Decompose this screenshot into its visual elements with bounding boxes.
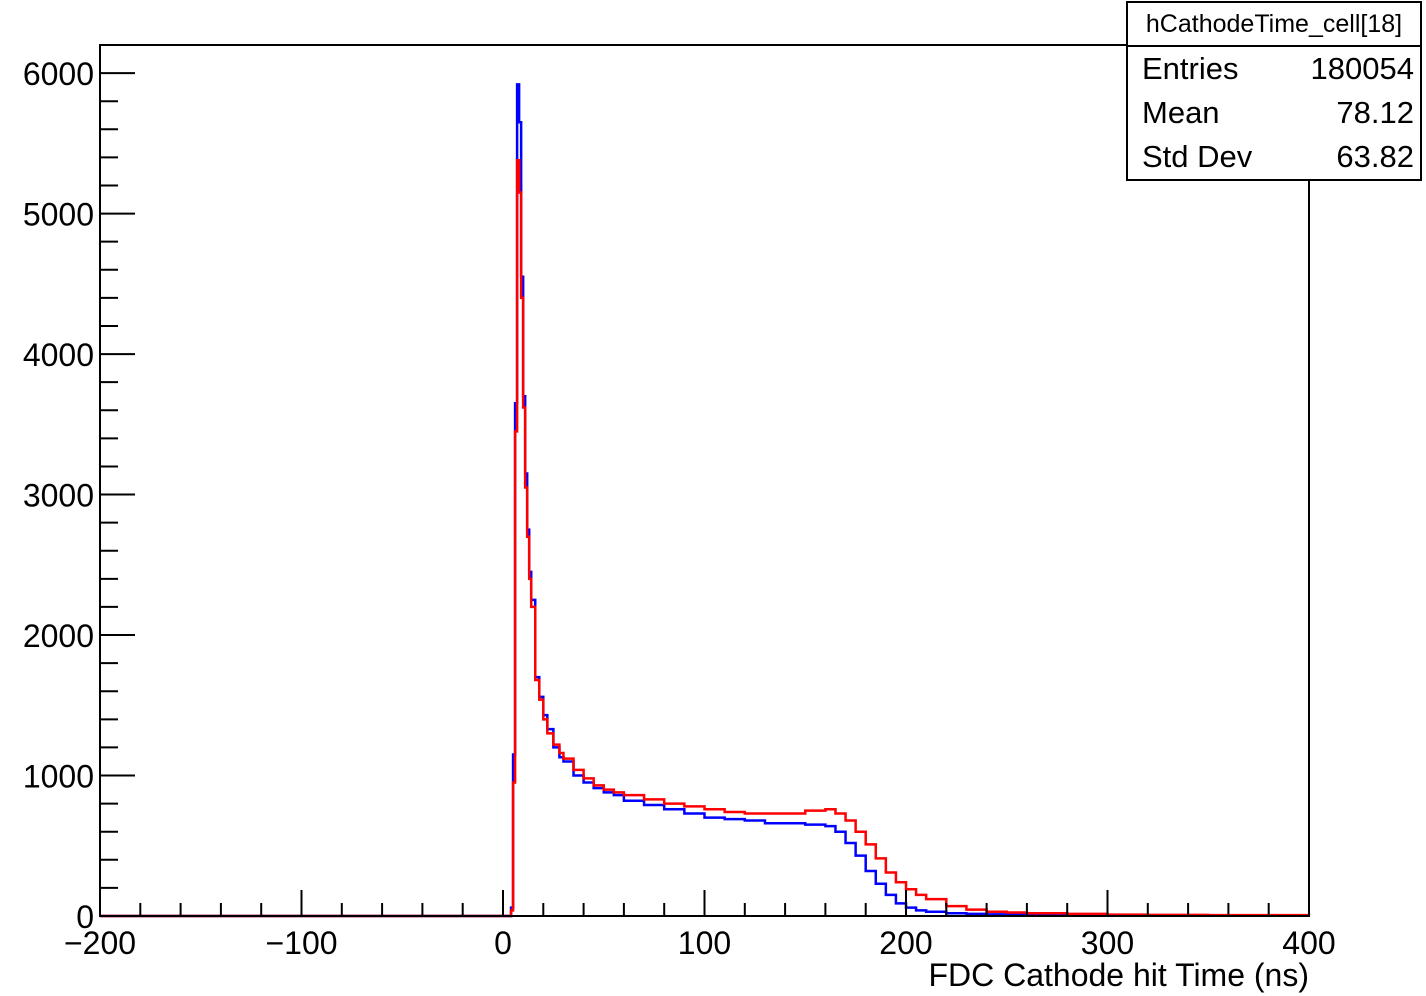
x-tick-label: 200	[879, 925, 932, 961]
y-tick-label: 0	[76, 899, 94, 935]
stats-row-mean: Mean 78.12	[1128, 91, 1420, 135]
stats-entries-value: 180054	[1310, 51, 1414, 86]
stats-mean-value: 78.12	[1336, 95, 1414, 130]
stats-stddev-value: 63.82	[1336, 139, 1414, 174]
stats-title: hCathodeTime_cell[18]	[1128, 3, 1420, 47]
stats-entries-label: Entries	[1142, 51, 1239, 86]
y-tick-label: 3000	[23, 478, 94, 514]
y-tick-label: 2000	[23, 618, 94, 654]
x-tick-label: −100	[265, 925, 337, 961]
y-tick-label: 4000	[23, 337, 94, 373]
stats-mean-label: Mean	[1142, 95, 1220, 130]
x-tick-label: 100	[678, 925, 731, 961]
stats-row-entries: Entries 180054	[1128, 47, 1420, 91]
series-layer	[100, 83, 1311, 918]
x-tick-label: 300	[1081, 925, 1134, 961]
series-line-0	[100, 83, 1309, 918]
x-tick-label: 0	[494, 925, 512, 961]
series-line-1	[100, 158, 1311, 918]
y-tick-label: 6000	[23, 56, 94, 92]
stats-box: hCathodeTime_cell[18] Entries 180054 Mea…	[1126, 1, 1422, 181]
x-tick-label: −200	[64, 925, 136, 961]
y-tick-label: 5000	[23, 197, 94, 233]
ticks-layer: −200 −100 0 100 200 300 4000100020003000400050…	[23, 44, 1336, 961]
stats-stddev-label: Std Dev	[1142, 139, 1253, 174]
x-axis-title: FDC Cathode hit Time (ns)	[928, 957, 1309, 993]
x-tick-label: 400	[1282, 925, 1335, 961]
stats-row-stddev: Std Dev 63.82	[1128, 135, 1420, 179]
y-tick-label: 1000	[23, 759, 94, 795]
